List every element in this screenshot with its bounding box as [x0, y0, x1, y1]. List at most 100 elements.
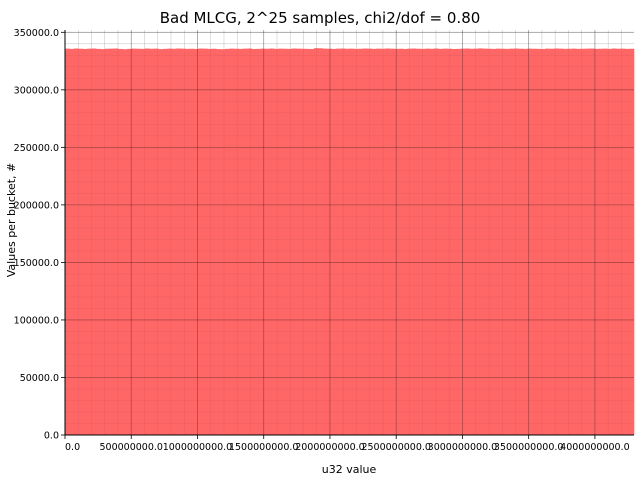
histogram-bar: [256, 48, 261, 435]
histogram-bar: [162, 48, 168, 435]
histogram-bar: [207, 48, 212, 435]
histogram-bar: [251, 48, 257, 435]
histogram-bar: [513, 48, 519, 436]
histogram-bar: [349, 48, 355, 435]
histogram-bar: [629, 48, 635, 435]
histogram-bar: [189, 48, 195, 435]
histogram-bar: [171, 48, 177, 435]
histogram-bar: [291, 48, 297, 436]
histogram-bar: [487, 48, 493, 435]
histogram-bar: [505, 48, 510, 435]
x-tick-label: 1000000000.0: [163, 442, 233, 453]
histogram-bar: [278, 48, 284, 435]
histogram-bar: [265, 48, 270, 435]
histogram-bar: [229, 48, 235, 435]
histogram-bar: [562, 48, 568, 435]
histogram-bar: [216, 49, 221, 436]
histogram-bar: [589, 48, 595, 436]
histogram-bar: [558, 48, 564, 435]
x-tick-label: 3000000000.0: [428, 442, 498, 453]
histogram-bar: [611, 48, 617, 436]
histogram-bar: [620, 48, 626, 435]
histogram-bar: [167, 48, 172, 435]
histogram-bar: [345, 48, 350, 435]
histogram-bar: [567, 48, 573, 435]
histogram-bar: [385, 48, 390, 436]
histogram-bar: [180, 48, 186, 435]
y-tick-label: 100000.0: [14, 315, 59, 326]
histogram-bar: [340, 48, 346, 436]
histogram-bar: [407, 48, 413, 435]
histogram-bar: [482, 48, 488, 435]
histogram-bar: [425, 48, 430, 435]
histogram-bar: [585, 48, 590, 435]
histogram-bar: [442, 48, 448, 435]
histogram-bar: [616, 48, 621, 435]
histogram-bar: [593, 48, 599, 435]
histogram-bar: [433, 48, 439, 436]
histogram-bar: [238, 48, 244, 435]
histogram-bar: [580, 48, 586, 435]
histogram-bar: [393, 48, 399, 435]
histogram-bar: [540, 48, 546, 435]
histogram-bar: [336, 48, 341, 435]
x-tick-label: 0.0: [65, 442, 80, 453]
histogram-bars: [65, 48, 635, 436]
histogram-bar: [331, 48, 337, 435]
histogram-bar: [109, 48, 115, 435]
histogram-bar: [420, 48, 426, 435]
histogram-bar: [131, 48, 137, 435]
histogram-bar: [380, 48, 386, 435]
histogram-bar: [176, 48, 181, 436]
histogram-bar: [145, 48, 150, 436]
histogram-bar: [118, 48, 124, 435]
y-tick-label: 300000.0: [14, 85, 59, 96]
histogram-bar: [247, 48, 253, 436]
histogram-bar: [353, 48, 359, 435]
x-tick-label: 2000000000.0: [295, 442, 365, 453]
histogram-bar: [447, 48, 453, 435]
histogram-bar: [65, 48, 70, 435]
histogram-bar: [91, 48, 97, 436]
y-tick-label: 350000.0: [14, 28, 59, 39]
histogram-bar: [402, 48, 408, 435]
histogram-bar: [296, 48, 301, 435]
histogram-bar: [202, 48, 208, 435]
histogram-bar: [113, 48, 119, 436]
histogram-bar: [69, 48, 75, 435]
histogram-bar: [531, 48, 537, 435]
histogram-bar: [327, 48, 333, 435]
histogram-bar: [451, 48, 457, 435]
histogram-bar: [536, 48, 541, 435]
histogram-bar: [269, 48, 275, 436]
y-axis-label: Values per bucket, #: [5, 163, 18, 277]
histogram-bar: [127, 48, 132, 435]
histogram-bar: [273, 48, 279, 435]
histogram-bar: [545, 48, 550, 435]
histogram-bar: [362, 48, 368, 436]
major-grid: [64, 30, 634, 436]
x-tick-label: 1500000000.0: [229, 442, 299, 453]
histogram-bar: [389, 48, 395, 435]
histogram-bar: [309, 48, 315, 435]
y-tick-label: 200000.0: [14, 200, 59, 211]
histogram-bar: [73, 48, 79, 436]
y-tick-label: 0.0: [44, 431, 59, 442]
histogram-bar: [469, 48, 475, 435]
histogram-bar: [598, 48, 604, 435]
histogram-bar: [233, 48, 239, 435]
histogram-bar: [522, 48, 528, 435]
histogram-bar: [153, 48, 159, 435]
x-axis-label: u32 value: [322, 463, 377, 476]
histogram-bar: [411, 48, 417, 436]
histogram-bar: [509, 48, 515, 435]
histogram-bar: [185, 48, 190, 435]
histogram-bar: [478, 48, 484, 436]
histogram-bar: [571, 48, 577, 435]
y-tick-label: 150000.0: [14, 258, 59, 269]
histogram-bar: [242, 48, 248, 435]
histogram-bar: [313, 48, 319, 435]
histogram-bar: [220, 49, 226, 436]
x-axis-ticks: 0.0 500000000.0 1000000000.01500000000.020…: [64, 435, 630, 453]
